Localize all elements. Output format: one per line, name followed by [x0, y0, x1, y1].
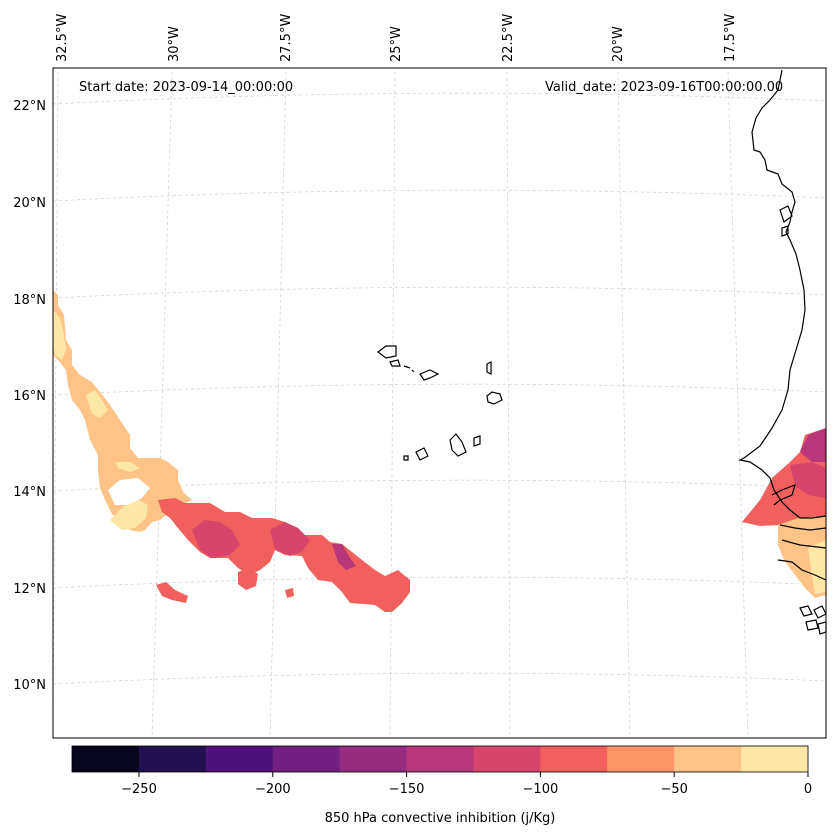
lon-label-20w: 20°W [611, 26, 626, 62]
island-santo-antao [377, 345, 397, 359]
colorbar-bin [272, 746, 341, 772]
meridian-27-5w [269, 71, 287, 739]
lat-label-22n: 22°N [13, 99, 46, 114]
colorbar-label: 850 hPa convective inhibition (j/Kg) [325, 811, 556, 826]
lon-label-30w: 30°W [167, 26, 182, 62]
colorbar-bin [72, 746, 140, 772]
parallel-20n [52, 189, 827, 202]
cin-area-light-yellow-west-top [53, 310, 66, 360]
island-brava [403, 455, 409, 461]
lon-label-22-5w: 22.5°W [501, 14, 516, 62]
colorbar [72, 746, 809, 772]
colorbar-ticks [138, 772, 809, 777]
colorbar-bin [540, 746, 608, 772]
parallel-16n [52, 383, 827, 396]
parallel-10n [52, 672, 827, 685]
lon-label-25w: 25°W [389, 26, 404, 62]
colorbar-tick-label: −200 [255, 782, 291, 797]
gridlines [52, 71, 827, 739]
meridian-30w [151, 71, 173, 739]
cin-area-light-yellow-west-mid [86, 390, 108, 418]
colorbar-tick-label: −250 [121, 782, 157, 797]
parallel-18n [52, 286, 827, 299]
start-date-label: Start date: 2023-09-14_00:00:00 [79, 80, 293, 95]
lat-label-14n: 14°N [13, 485, 46, 500]
island-santa-luzia [403, 365, 415, 373]
lon-label-17-5w: 17.5°W [723, 14, 738, 62]
meridian-32-5w [52, 71, 59, 739]
cin-area-magenta-east [800, 428, 826, 462]
gambia-estuary [771, 484, 796, 506]
valid-date-label: Valid_date: 2023-09-16T00:00:00.00 [545, 80, 783, 95]
meridian-20w [617, 71, 631, 739]
colorbar-bin [473, 746, 541, 772]
colorbar-tick-label: −50 [660, 782, 687, 797]
colorbar-tick-label: −150 [389, 782, 425, 797]
cin-area-light-orange-flecks [148, 466, 168, 480]
lat-label-12n: 12°N [13, 582, 46, 597]
cin-area-salmon-fleck-2 [285, 588, 294, 598]
colorbar-tick-label: 0 [804, 782, 812, 797]
lon-label-32-5w: 32.5°W [55, 14, 70, 62]
lat-label-10n: 10°N [13, 678, 46, 693]
island-santiago [449, 433, 467, 457]
island-sal [486, 361, 492, 375]
cin-area-magenta [332, 544, 356, 570]
casamance-coast [779, 524, 827, 549]
meridian-22-5w [506, 71, 511, 739]
mauritania-inlet [779, 205, 793, 237]
island-maio [473, 435, 481, 447]
colorbar-bin [339, 746, 408, 772]
parallel-22n [52, 92, 827, 105]
cin-area-light-yellow-west-bottom [110, 498, 148, 530]
meridian-25w [389, 71, 396, 739]
cin-area-pink-a [192, 520, 240, 558]
lat-label-18n: 18°N [13, 293, 46, 308]
cin-area-salmon-band [158, 498, 410, 612]
colorbar-frame [71, 745, 809, 773]
guinea-bissau-coast [777, 559, 827, 581]
colorbar-bin [138, 746, 207, 772]
colorbar-bin [674, 746, 742, 772]
island-sao-vicente [389, 359, 401, 367]
cin-area-pink-b [270, 522, 310, 556]
cin-contours-east [742, 428, 826, 598]
cin-area-light-yellow-west-low [115, 462, 140, 472]
lat-label-20n: 20°N [13, 196, 46, 211]
bijagos-islands [799, 605, 827, 635]
colorbar-bin [607, 746, 675, 772]
lon-label-27-5w: 27.5°W [279, 14, 294, 62]
lat-label-16n: 16°N [13, 389, 46, 404]
cin-area-pink-east [790, 462, 826, 498]
coastlines [377, 69, 827, 635]
cin-area-white-gap [108, 478, 150, 505]
colorbar-tick-label: −100 [523, 782, 559, 797]
colorbar-bin [741, 746, 809, 772]
island-sao-nicolau [419, 369, 440, 381]
cin-area-salmon-fleck-1 [238, 568, 258, 590]
cin-area-yellow-east [808, 540, 826, 594]
island-boa-vista [486, 391, 503, 405]
colorbar-bin [205, 746, 274, 772]
africa-coastline [738, 69, 827, 519]
cin-contours-west [53, 290, 410, 612]
island-fogo [415, 447, 429, 461]
meridian-17-5w [727, 71, 749, 739]
colorbar-bin [406, 746, 474, 772]
map-frame [52, 67, 827, 739]
cin-area-salmon-fleck-3 [156, 582, 188, 603]
